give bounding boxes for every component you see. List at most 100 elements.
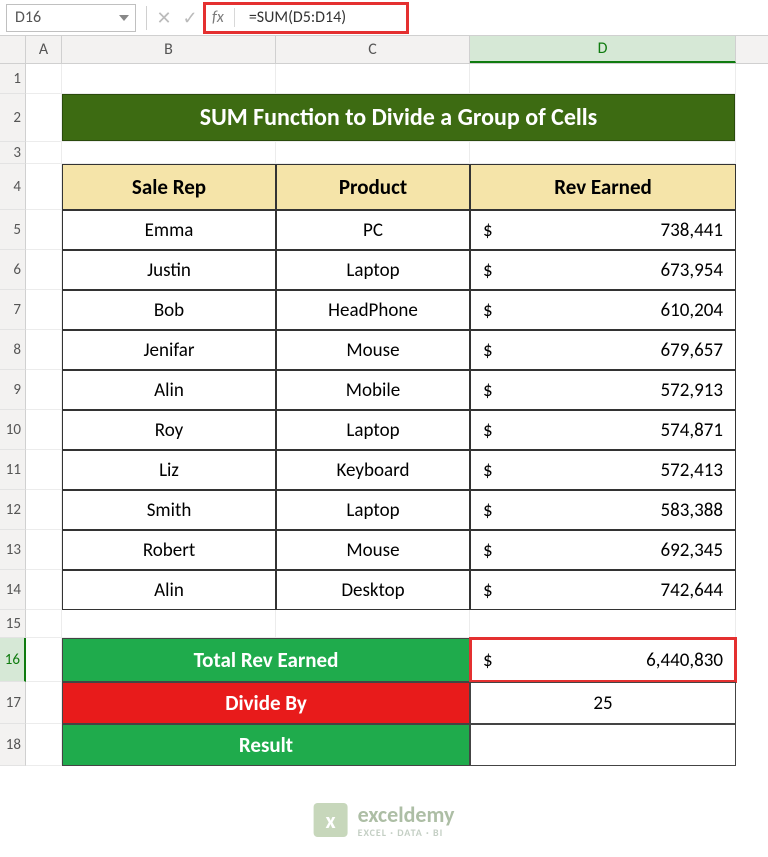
cell[interactable] bbox=[26, 142, 62, 164]
row-header[interactable]: 15 bbox=[0, 610, 26, 638]
product-cell[interactable]: Mobile bbox=[276, 370, 470, 410]
cell[interactable] bbox=[26, 530, 62, 570]
cell[interactable] bbox=[26, 164, 62, 210]
cell[interactable] bbox=[26, 370, 62, 410]
cell[interactable] bbox=[276, 610, 470, 638]
divide-value-cell[interactable]: 25 bbox=[470, 682, 736, 724]
cell[interactable] bbox=[26, 682, 62, 724]
header-product[interactable]: Product bbox=[276, 164, 470, 210]
row-header[interactable]: 1 bbox=[0, 64, 26, 94]
col-header-b[interactable]: B bbox=[62, 36, 276, 63]
rev-cell[interactable]: $742,644 bbox=[470, 570, 736, 610]
cell[interactable] bbox=[26, 210, 62, 250]
col-header-c[interactable]: C bbox=[276, 36, 470, 63]
sale-rep-cell[interactable]: Smith bbox=[62, 490, 276, 530]
product-cell[interactable]: Laptop bbox=[276, 250, 470, 290]
row-header[interactable]: 6 bbox=[0, 250, 26, 290]
rev-cell[interactable]: $583,388 bbox=[470, 490, 736, 530]
name-box[interactable]: D16 bbox=[6, 4, 136, 32]
cell[interactable] bbox=[26, 610, 62, 638]
chevron-down-icon[interactable] bbox=[119, 15, 129, 21]
cell[interactable] bbox=[26, 490, 62, 530]
grid: SUM Function to Divide a Group of Cells … bbox=[26, 64, 768, 766]
rev-cell[interactable]: $574,871 bbox=[470, 410, 736, 450]
row-header[interactable]: 2 bbox=[0, 94, 26, 142]
product-cell[interactable]: PC bbox=[276, 210, 470, 250]
row-header[interactable]: 17 bbox=[0, 682, 26, 724]
formula-input[interactable]: =SUM(D5:D14) bbox=[235, 8, 406, 27]
sale-rep-cell[interactable]: Alin bbox=[62, 570, 276, 610]
rev-cell[interactable]: $572,413 bbox=[470, 450, 736, 490]
currency-symbol: $ bbox=[483, 499, 493, 522]
row-header[interactable]: 8 bbox=[0, 330, 26, 370]
row-header[interactable]: 14 bbox=[0, 570, 26, 610]
rev-cell[interactable]: $673,954 bbox=[470, 250, 736, 290]
cell[interactable] bbox=[62, 142, 276, 164]
cell[interactable] bbox=[26, 410, 62, 450]
row-header[interactable]: 11 bbox=[0, 450, 26, 490]
product-cell[interactable]: Mouse bbox=[276, 530, 470, 570]
cell[interactable] bbox=[26, 330, 62, 370]
cell[interactable] bbox=[470, 64, 736, 94]
header-sale-rep[interactable]: Sale Rep bbox=[62, 164, 276, 210]
row-header[interactable]: 7 bbox=[0, 290, 26, 330]
product-cell[interactable]: HeadPhone bbox=[276, 290, 470, 330]
cell[interactable] bbox=[26, 94, 62, 142]
sale-rep-cell[interactable]: Emma bbox=[62, 210, 276, 250]
product-cell[interactable]: Desktop bbox=[276, 570, 470, 610]
cell[interactable] bbox=[62, 610, 276, 638]
row-header[interactable]: 4 bbox=[0, 164, 26, 210]
cancel-icon[interactable]: ✕ bbox=[151, 7, 177, 29]
rev-cell[interactable]: $738,441 bbox=[470, 210, 736, 250]
select-all-corner[interactable] bbox=[0, 36, 26, 64]
row-header[interactable]: 3 bbox=[0, 142, 26, 164]
product-cell[interactable]: Laptop bbox=[276, 410, 470, 450]
rev-cell[interactable]: $679,657 bbox=[470, 330, 736, 370]
currency-symbol: $ bbox=[483, 379, 493, 402]
sale-rep-cell[interactable]: Alin bbox=[62, 370, 276, 410]
row-header[interactable]: 12 bbox=[0, 490, 26, 530]
row-header[interactable]: 5 bbox=[0, 210, 26, 250]
column-headers: A B C D bbox=[26, 36, 768, 64]
cell[interactable] bbox=[26, 250, 62, 290]
sale-rep-cell[interactable]: Robert bbox=[62, 530, 276, 570]
cell[interactable] bbox=[62, 64, 276, 94]
cell[interactable] bbox=[470, 142, 736, 164]
cell[interactable] bbox=[276, 64, 470, 94]
total-value-cell[interactable]: $ 6,440,830 bbox=[470, 638, 736, 682]
cell[interactable] bbox=[276, 142, 470, 164]
row-header[interactable]: 18 bbox=[0, 724, 26, 766]
rev-cell[interactable]: $692,345 bbox=[470, 530, 736, 570]
fx-icon[interactable]: fx bbox=[206, 8, 235, 27]
rev-cell[interactable]: $610,204 bbox=[470, 290, 736, 330]
sale-rep-cell[interactable]: Jenifar bbox=[62, 330, 276, 370]
product-cell[interactable]: Laptop bbox=[276, 490, 470, 530]
row-header-active[interactable]: 16 bbox=[0, 638, 26, 682]
cell[interactable] bbox=[26, 724, 62, 766]
confirm-icon[interactable]: ✓ bbox=[177, 7, 203, 29]
sale-rep-cell[interactable]: Liz bbox=[62, 450, 276, 490]
cell[interactable] bbox=[26, 64, 62, 94]
cell[interactable] bbox=[26, 570, 62, 610]
title-cell[interactable]: SUM Function to Divide a Group of Cells bbox=[62, 94, 736, 142]
divide-label[interactable]: Divide By bbox=[62, 682, 470, 724]
product-cell[interactable]: Keyboard bbox=[276, 450, 470, 490]
result-label[interactable]: Result bbox=[62, 724, 470, 766]
col-header-a[interactable]: A bbox=[26, 36, 62, 63]
rev-cell[interactable]: $572,913 bbox=[470, 370, 736, 410]
cell[interactable] bbox=[26, 290, 62, 330]
result-value-cell[interactable] bbox=[470, 724, 736, 766]
header-rev[interactable]: Rev Earned bbox=[470, 164, 736, 210]
row-header[interactable]: 13 bbox=[0, 530, 26, 570]
cell[interactable] bbox=[26, 450, 62, 490]
sale-rep-cell[interactable]: Bob bbox=[62, 290, 276, 330]
col-header-d[interactable]: D bbox=[470, 36, 736, 63]
row-header[interactable]: 10 bbox=[0, 410, 26, 450]
cell[interactable] bbox=[470, 610, 736, 638]
cell[interactable] bbox=[26, 638, 62, 682]
sale-rep-cell[interactable]: Roy bbox=[62, 410, 276, 450]
sale-rep-cell[interactable]: Justin bbox=[62, 250, 276, 290]
total-label[interactable]: Total Rev Earned bbox=[62, 638, 470, 682]
product-cell[interactable]: Mouse bbox=[276, 330, 470, 370]
row-header[interactable]: 9 bbox=[0, 370, 26, 410]
